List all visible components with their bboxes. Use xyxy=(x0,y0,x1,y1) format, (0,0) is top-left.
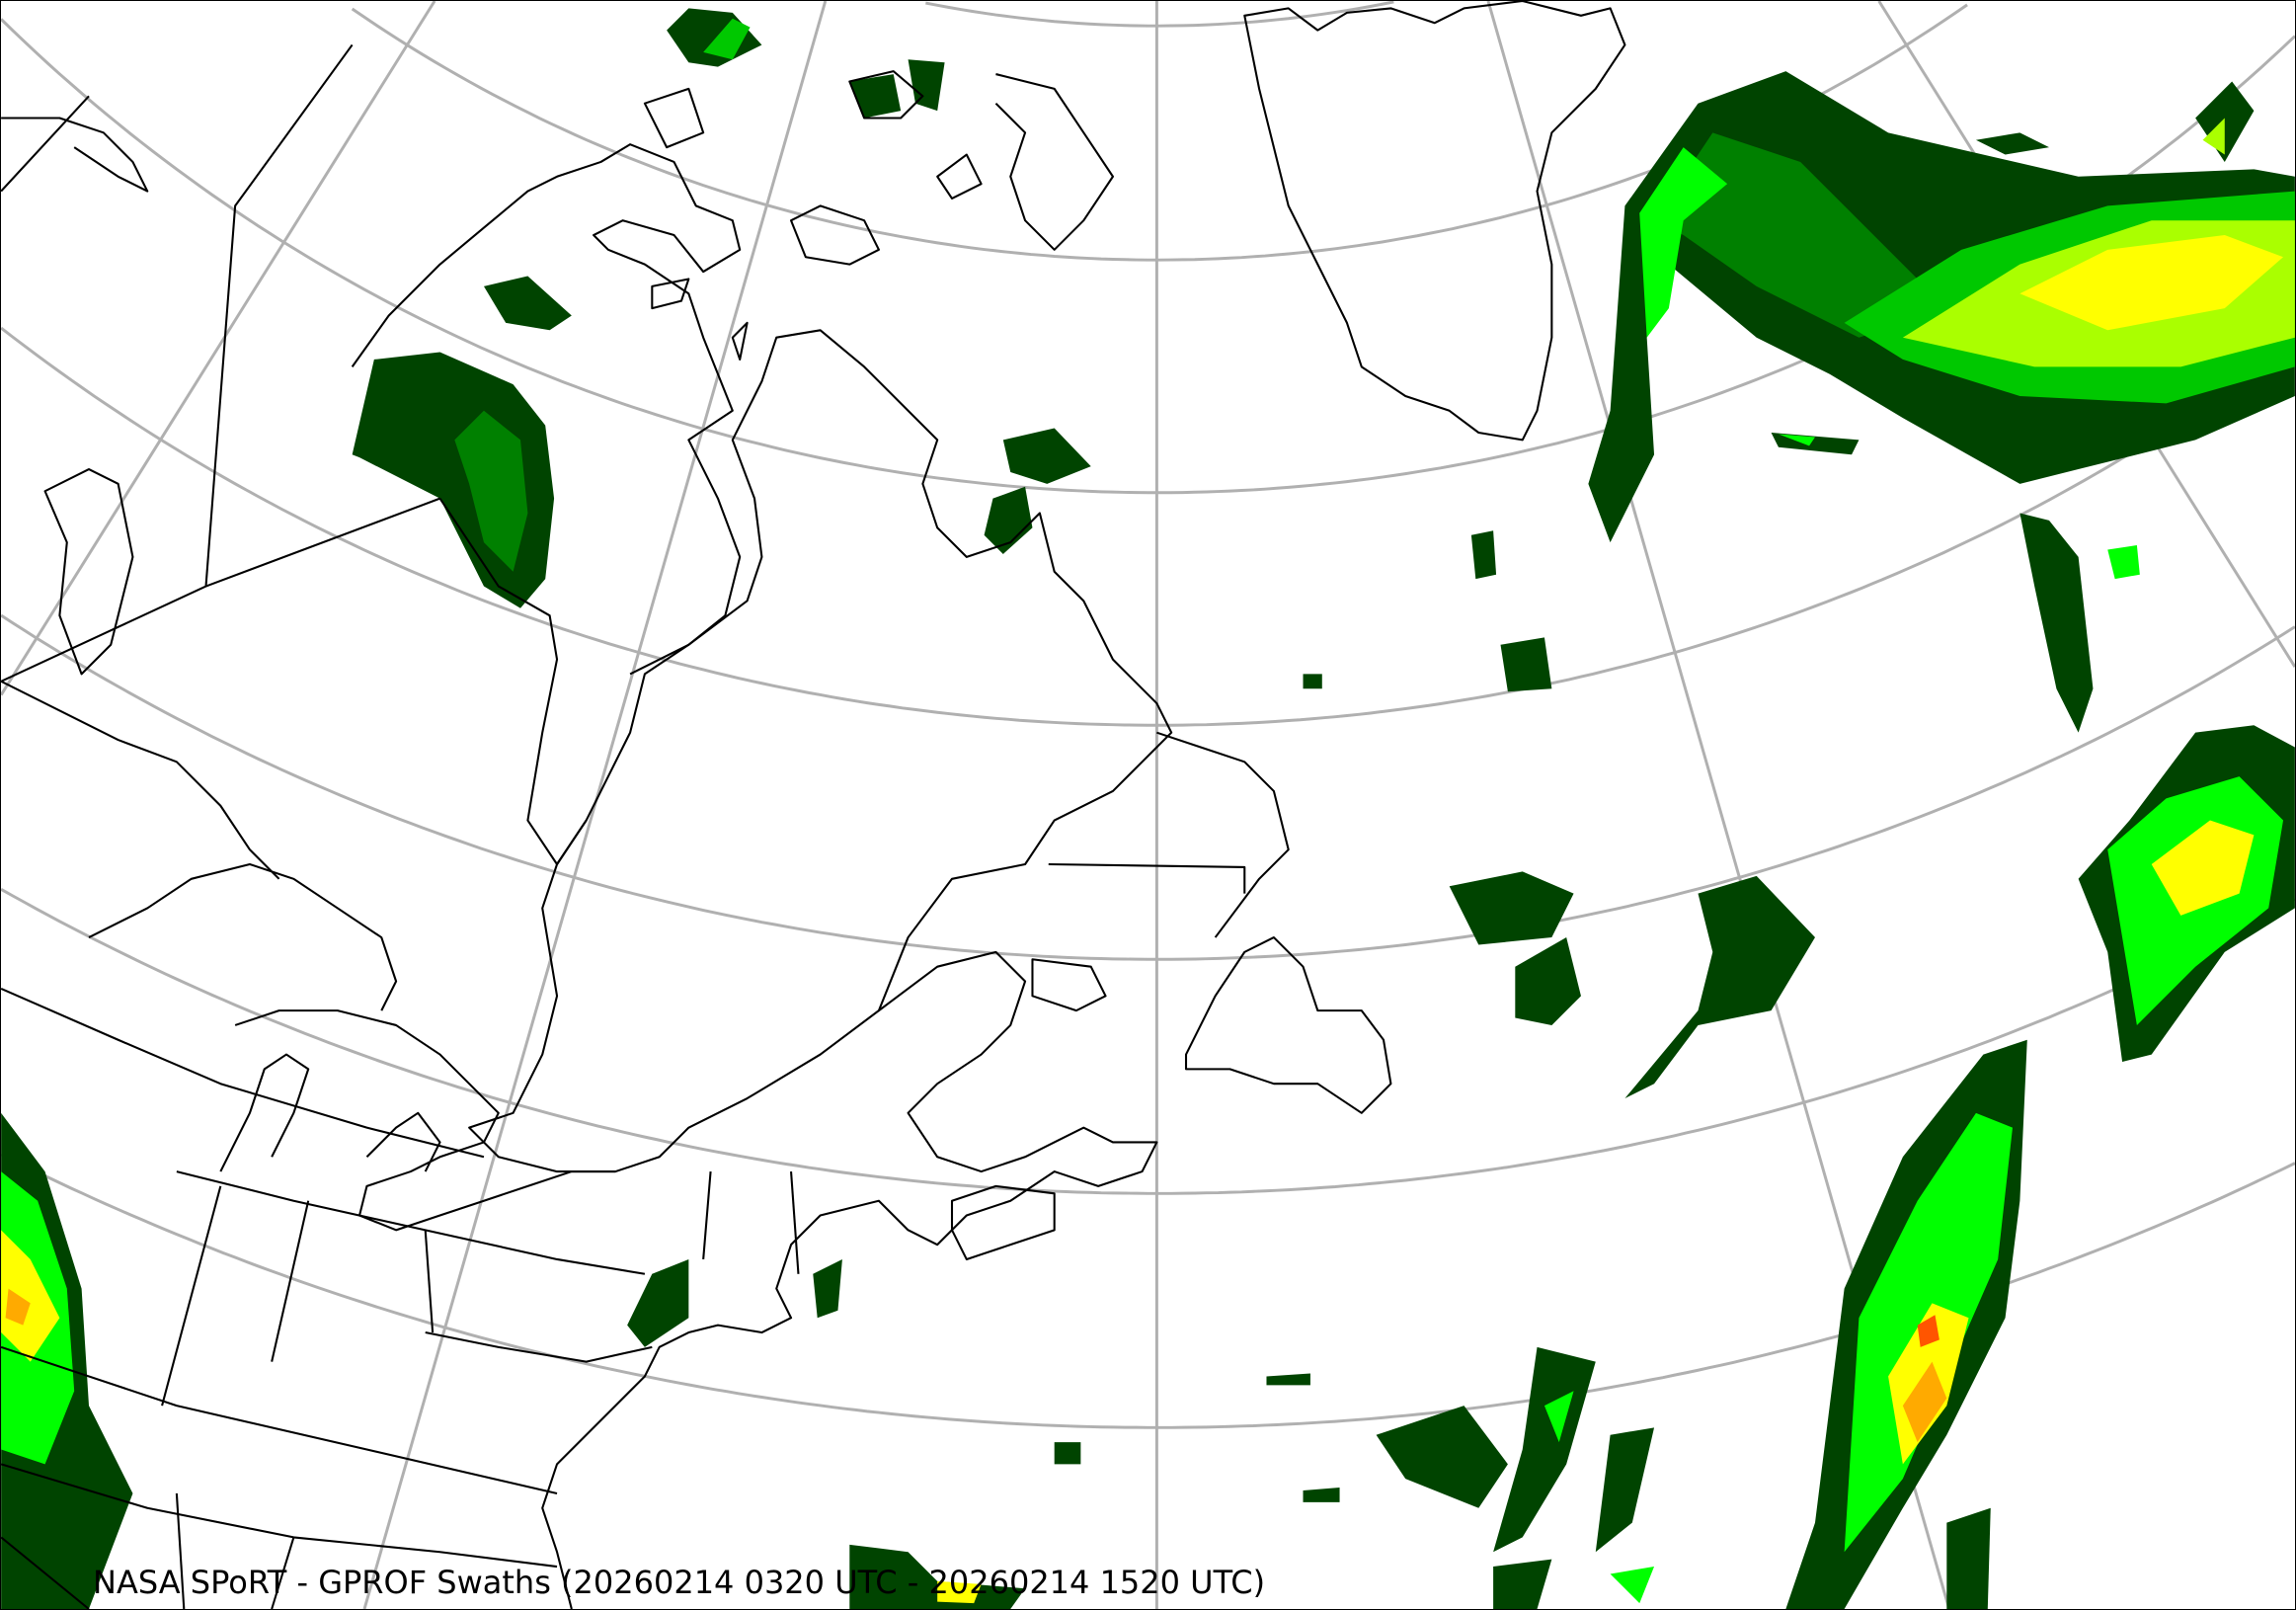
map-title: NASA SPoRT - GPROF Swaths (20260214 0320… xyxy=(93,1564,1266,1601)
coastline xyxy=(161,1185,222,1407)
precip-swath xyxy=(1266,1373,1310,1386)
precip-swath xyxy=(1595,1427,1655,1553)
coastline xyxy=(468,329,1173,1173)
coastline xyxy=(1,1345,558,1494)
coastline xyxy=(205,497,440,588)
coastline xyxy=(365,1111,441,1172)
precip-swath xyxy=(703,18,751,60)
precip-swath xyxy=(2107,545,2140,580)
precip-swath xyxy=(1544,1391,1574,1443)
coastline xyxy=(790,204,880,266)
coastline xyxy=(1,987,485,1159)
precip-swath xyxy=(5,1288,31,1326)
precip-swath xyxy=(1493,1346,1596,1553)
coastline xyxy=(1156,731,1290,938)
coastlines-borders xyxy=(1,1,1626,1609)
coastline xyxy=(848,70,924,120)
coastline xyxy=(790,1171,800,1274)
precip-swath xyxy=(454,410,528,572)
coastline xyxy=(176,1170,646,1275)
coastline xyxy=(702,1170,712,1260)
precip-swath xyxy=(1054,1442,1081,1465)
precip-swath xyxy=(1624,875,1815,1099)
coastline xyxy=(1031,958,1107,1012)
precip-swath xyxy=(1493,1559,1552,1609)
precip-swath xyxy=(2019,513,2094,733)
coastline xyxy=(1184,936,1392,1114)
precip-swath xyxy=(2019,235,2284,331)
coastline xyxy=(541,950,1158,1609)
coastline xyxy=(1,680,280,880)
precip-swath xyxy=(483,276,572,331)
precip-swath xyxy=(1946,1507,1991,1609)
precip-swath xyxy=(1303,674,1322,689)
coastline xyxy=(424,1230,435,1333)
coastline xyxy=(651,278,690,310)
precip-swath xyxy=(1500,637,1552,692)
precip-swath xyxy=(1002,428,1091,484)
coastline xyxy=(950,1184,1056,1260)
precip-swath xyxy=(1,1230,60,1362)
precip-swath xyxy=(1303,1488,1340,1502)
precip-swath xyxy=(1639,147,1728,338)
precip-swath xyxy=(627,1258,689,1347)
coastline xyxy=(936,153,983,201)
parallel-line xyxy=(1,613,2295,961)
precip-swath xyxy=(1778,434,1815,446)
precip-swath xyxy=(2202,118,2225,155)
precip-swath xyxy=(667,8,762,67)
coastline xyxy=(1,43,354,683)
precip-swath xyxy=(937,1580,982,1604)
precip-swath xyxy=(1515,937,1581,1025)
coastline xyxy=(643,87,705,149)
precip-swath xyxy=(849,74,902,119)
coastline xyxy=(271,1537,295,1609)
precip-swath xyxy=(849,1544,1026,1609)
precip-swath xyxy=(813,1258,842,1319)
precip-swath xyxy=(1975,132,2050,155)
coastline xyxy=(731,321,749,361)
coastline xyxy=(1048,862,1246,894)
precip-swath xyxy=(984,486,1033,554)
coastline xyxy=(175,1492,186,1609)
coastline xyxy=(43,467,134,676)
coastline xyxy=(234,1009,616,1232)
coastline xyxy=(351,143,742,866)
coastline xyxy=(88,862,398,1011)
meridian-line xyxy=(1,1,436,696)
precip-swath xyxy=(1449,871,1574,945)
parallel-line xyxy=(1,326,2295,727)
coastline xyxy=(994,73,1114,251)
coastline xyxy=(271,1200,310,1362)
precip-swath xyxy=(1470,530,1497,580)
coastline xyxy=(1,1463,558,1569)
coastline xyxy=(1,117,149,193)
precip-swath xyxy=(1917,1315,1940,1347)
precip-swath xyxy=(1902,1361,1947,1443)
coastline xyxy=(1243,1,1626,442)
precip-swath xyxy=(1376,1406,1508,1508)
precip-swath xyxy=(1610,1567,1655,1604)
coastline xyxy=(425,1331,653,1363)
parallel-line xyxy=(925,1,1394,28)
precipitation-swaths xyxy=(1,8,2295,1609)
precip-swath xyxy=(908,59,945,112)
parallel-line xyxy=(1,888,2295,1195)
coastline xyxy=(1,1536,90,1609)
coastline xyxy=(219,1053,310,1172)
coastline xyxy=(1,95,90,193)
precip-swath xyxy=(2151,820,2255,916)
